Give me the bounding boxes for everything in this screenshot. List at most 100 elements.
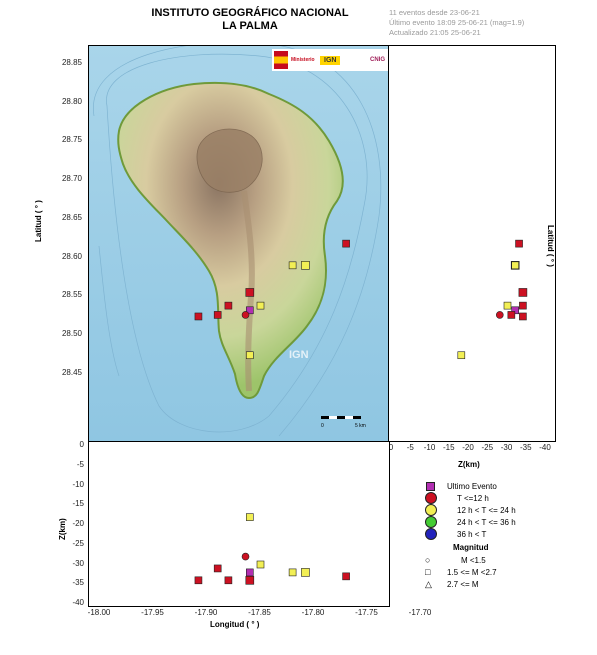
lon-depth-event-marker[interactable] xyxy=(288,568,297,577)
depth-lat-event-marker[interactable] xyxy=(457,351,466,360)
latitude-tick-label: 28.55 xyxy=(61,290,82,300)
info-events-since: 11 eventos desde 23-06-21 xyxy=(389,8,480,17)
longitude-tick-label: -17.90 xyxy=(194,608,218,617)
bottom-y-label: Z(km) xyxy=(58,518,67,540)
legend-square-icon xyxy=(426,481,435,491)
legend-circle-icon xyxy=(425,492,437,504)
legend-item-label: 12 h < T <= 24 h xyxy=(457,505,516,515)
legend: Ultimo Evento T <=12 h 12 h < T <= 24 h 24 … xyxy=(425,480,585,590)
legend-item: 36 h < T xyxy=(425,528,585,540)
map-event-marker[interactable] xyxy=(246,351,254,360)
lon-depth-event-marker[interactable] xyxy=(194,576,203,585)
lon-depth-event-marker[interactable] xyxy=(224,576,233,585)
longitude-tick-label: -17.80 xyxy=(301,608,325,617)
spain-flag-icon xyxy=(274,51,288,69)
lon-depth-event-marker[interactable] xyxy=(245,576,255,585)
legend-item: 24 h < T <= 36 h xyxy=(425,516,585,528)
longitude-tick-label: -17.85 xyxy=(248,608,271,617)
ign-logo: IGN xyxy=(320,55,341,65)
legend-items: Ultimo Evento T <=12 h 12 h < T <= 24 h 24 … xyxy=(425,480,585,540)
depth-lat-event-marker[interactable] xyxy=(519,301,527,310)
map-event-marker[interactable] xyxy=(288,261,297,270)
map-event-marker[interactable] xyxy=(246,306,254,315)
legend-item: T <=12 h xyxy=(425,492,585,504)
latitude-tick-label: 28.70 xyxy=(61,174,82,184)
map-event-marker[interactable] xyxy=(224,301,233,310)
map-event-marker[interactable] xyxy=(256,301,265,310)
title-line-1: INSTITUTO GEOGRÁFICO NACIONAL xyxy=(151,7,349,19)
square-icon: □ xyxy=(425,567,431,577)
circle-icon: ○ xyxy=(425,555,431,565)
header-title: INSTITUTO GEOGRÁFICO NACIONAL LA PALMA xyxy=(130,7,370,33)
right-z-tick-label: -25 xyxy=(481,443,494,452)
depth-lat-event-marker[interactable] xyxy=(515,239,523,248)
map-event-marker[interactable] xyxy=(241,311,250,319)
depth-lat-event-marker[interactable] xyxy=(496,311,504,319)
depth-lat-event-marker[interactable] xyxy=(519,312,527,321)
latitude-tick-label: 28.75 xyxy=(61,135,82,145)
latitude-tick-label: 28.45 xyxy=(61,367,82,377)
bottom-z-tick-label: -25 xyxy=(72,538,84,548)
right-events-layer xyxy=(457,239,528,360)
map-event-marker[interactable] xyxy=(342,239,350,248)
longitude-tick-label: -17.75 xyxy=(355,608,378,617)
latitude-tick-label: 28.85 xyxy=(61,57,82,67)
title-line-2: LA PALMA xyxy=(222,20,278,32)
map-event-marker[interactable] xyxy=(213,311,222,319)
la-palma-island xyxy=(117,81,344,400)
lon-depth-event-marker[interactable] xyxy=(246,513,254,521)
triangle-icon: △ xyxy=(425,578,432,589)
right-z-tick-label: -15 xyxy=(442,443,455,452)
bottom-events-layer xyxy=(194,513,350,585)
right-z-tick-label: -5 xyxy=(406,443,414,452)
ministry-logo: Ministerio xyxy=(291,57,315,63)
longitude-tick-label: -17.70 xyxy=(408,608,432,617)
latitude-tick-label: 28.65 xyxy=(61,212,82,222)
map-event-marker[interactable] xyxy=(194,312,203,321)
bottom-z-tick-label: -15 xyxy=(72,499,84,509)
info-last-event: Último evento 18:09 25-06-21 (mag=1.9) xyxy=(389,18,525,27)
map-panel[interactable]: 0 5 km IGN Ministerio IGN CNIG xyxy=(88,45,390,442)
depth-latitude-plot xyxy=(457,239,528,360)
longitude-depth-panel[interactable] xyxy=(88,441,390,607)
bottom-z-tick-label: -10 xyxy=(72,479,84,489)
lon-depth-event-marker[interactable] xyxy=(256,560,265,569)
depth-lat-event-marker[interactable] xyxy=(511,306,519,315)
depth-lat-event-marker[interactable] xyxy=(503,301,512,310)
lon-depth-event-marker[interactable] xyxy=(246,568,254,577)
magnitude-legend-label: 1.5 <= M <2.7 xyxy=(447,567,497,577)
lon-depth-event-marker[interactable] xyxy=(342,572,350,581)
right-z-tick-label: -20 xyxy=(462,443,474,452)
right-x-label: Z(km) xyxy=(458,460,480,469)
depth-lat-event-marker[interactable] xyxy=(507,311,516,319)
depth-lat-event-marker[interactable] xyxy=(511,261,519,270)
bottom-z-tick-label: -40 xyxy=(72,598,84,607)
legend-item-label: 24 h < T <= 36 h xyxy=(457,517,516,527)
legend-item-label: Ultimo Evento xyxy=(447,481,497,491)
ign-watermark: IGN xyxy=(289,349,309,361)
map-event-marker[interactable] xyxy=(245,288,255,297)
right-z-tick-label: 0 xyxy=(388,443,394,452)
right-z-tick-label: -30 xyxy=(500,443,513,452)
legend-magnitude-items: ○ M <1.5 □ 1.5 <= M <2.7 △ 2.7 <= M xyxy=(425,554,585,590)
right-y-label: Latitud ( ° ) xyxy=(546,225,555,267)
legend-item-label: T <=12 h xyxy=(457,493,489,503)
magnitude-legend-label: 2.7 <= M xyxy=(447,579,479,589)
scale-bar: 0 5 km xyxy=(321,416,366,429)
legend-item: Ultimo Evento xyxy=(425,480,585,492)
cnig-logo: CNIG xyxy=(370,57,385,63)
lon-depth-event-marker[interactable] xyxy=(241,552,250,561)
legend-circle-icon xyxy=(425,504,437,516)
bottom-x-label: Longitud ( ° ) xyxy=(210,620,260,629)
magnitude-legend-item: ○ M <1.5 xyxy=(425,554,585,566)
depth-latitude-panel[interactable] xyxy=(388,45,556,442)
map-event-marker[interactable] xyxy=(301,261,310,270)
longitude-depth-plot xyxy=(194,513,350,585)
lon-depth-event-marker[interactable] xyxy=(213,564,222,573)
magnitude-legend-label: M <1.5 xyxy=(461,555,486,565)
map-events-layer xyxy=(194,239,350,360)
info-updated: Actualizado 21:05 25-06-21 xyxy=(389,28,481,37)
lon-depth-event-marker[interactable] xyxy=(301,568,310,577)
bottom-z-tick-label: -20 xyxy=(72,519,84,528)
depth-lat-event-marker[interactable] xyxy=(518,288,528,297)
